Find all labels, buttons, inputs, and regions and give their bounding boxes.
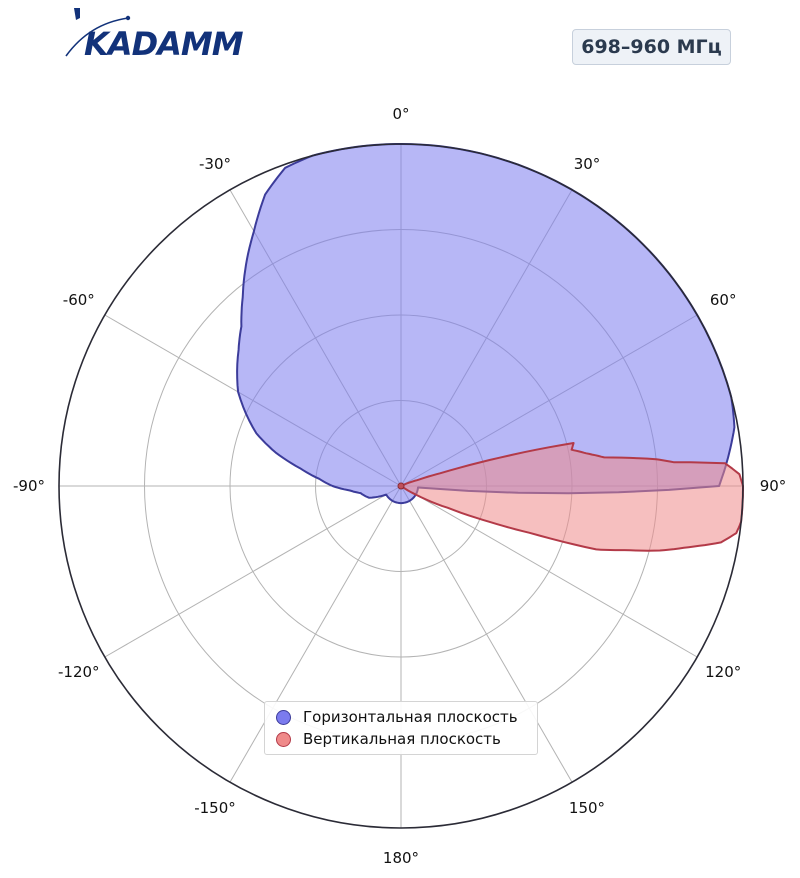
legend-label-vertical: Вертикальная плоскость bbox=[303, 730, 501, 748]
theta-tick-label: 150° bbox=[569, 799, 605, 817]
theta-tick-label: -60° bbox=[63, 291, 95, 309]
angular-gridline bbox=[400, 485, 573, 783]
theta-tick-label: 30° bbox=[574, 155, 601, 173]
theta-tick-label: 0° bbox=[392, 105, 409, 123]
logo-swoosh-icon bbox=[65, 17, 129, 57]
series-layer bbox=[236, 143, 744, 552]
angular-gridline bbox=[400, 485, 698, 658]
angular-gridline bbox=[104, 485, 402, 658]
angular-gridline bbox=[229, 485, 402, 783]
logo-dot-icon bbox=[125, 15, 131, 21]
logo-text: KADAMM bbox=[84, 25, 244, 62]
legend-marker-vertical bbox=[276, 731, 291, 747]
theta-tick-label: 120° bbox=[705, 663, 741, 681]
logo-mark-icon bbox=[74, 8, 80, 20]
theta-tick-label: -150° bbox=[194, 799, 236, 817]
tick-labels: 0° 30° 60° 90° 120° 150° 180° -150° -120° -90° -60… bbox=[13, 105, 786, 867]
legend-label-horizontal: Горизонтальная плоскость bbox=[303, 708, 518, 726]
frequency-badge: 698–960 МГц bbox=[572, 29, 731, 65]
legend-item-horizontal: Горизонтальная плоскость bbox=[273, 706, 529, 728]
legend-item-vertical: Вертикальная плоскость bbox=[273, 728, 529, 750]
theta-tick-label: 90° bbox=[760, 477, 787, 495]
frame-layer bbox=[58, 143, 744, 829]
chart-legend: Горизонтальная плоскость Вертикальная пл… bbox=[264, 701, 538, 755]
theta-tick-label: 180° bbox=[383, 849, 419, 867]
origin-marker bbox=[397, 482, 405, 490]
theta-tick-label: -120° bbox=[58, 663, 100, 681]
theta-tick-label: -30° bbox=[199, 155, 231, 173]
theta-tick-label: -90° bbox=[13, 477, 45, 495]
theta-tick-label: 60° bbox=[710, 291, 737, 309]
polar-frame bbox=[58, 143, 744, 829]
brand-logo: KADAMM bbox=[62, 4, 267, 62]
series-horizontal-area bbox=[236, 143, 736, 505]
legend-marker-horizontal bbox=[276, 709, 291, 725]
